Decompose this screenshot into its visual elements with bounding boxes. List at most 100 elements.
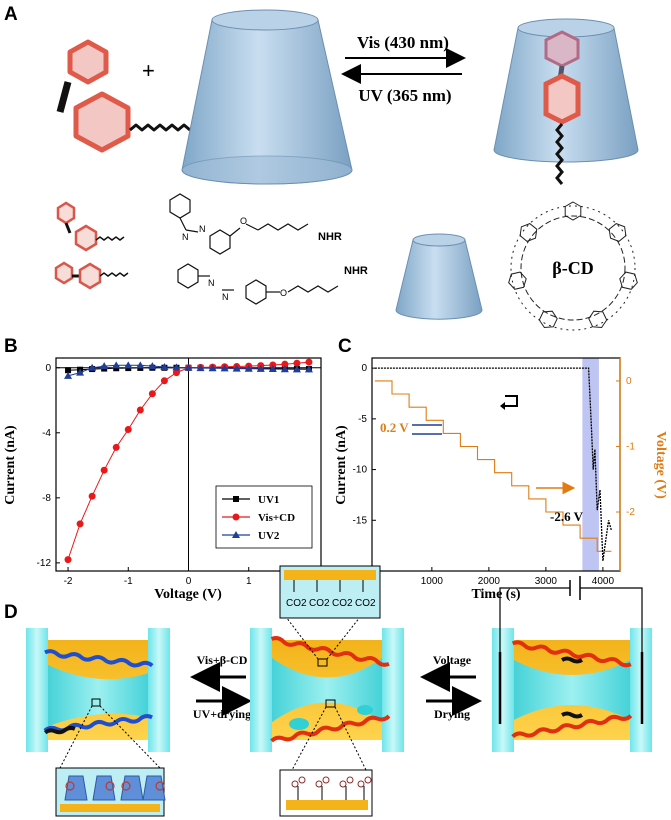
plot-c-ylabel: Current (nA) — [334, 425, 349, 505]
data-point — [172, 363, 181, 371]
inset-ring-icon — [364, 776, 372, 784]
inset-ring-icon — [298, 776, 306, 784]
x-tick-label: 2000 — [478, 576, 501, 587]
data-point — [124, 361, 133, 369]
y2-tick-label: -1 — [626, 441, 635, 452]
data-point — [172, 369, 180, 377]
plus-sign: + — [142, 58, 155, 83]
data-point — [100, 466, 108, 474]
y2-tick-label: 0 — [626, 376, 632, 387]
y2-tick-label: -2 — [626, 507, 635, 518]
azo-n-label-2: N — [199, 224, 206, 234]
co2-label: CO2 — [332, 598, 353, 609]
data-point — [100, 362, 109, 370]
data-point — [293, 359, 301, 367]
plot-b-xlabel: Voltage (V) — [154, 587, 222, 602]
arrow-1-bottom-label: UV+drying — [193, 707, 251, 721]
nanochannel-2: CO2 CO2 CO2 CO2 — [250, 565, 404, 817]
data-point — [304, 365, 313, 373]
data-point — [112, 361, 121, 369]
data-point — [160, 362, 169, 370]
inclusion-complex-icon — [493, 18, 639, 185]
beta-cyclodextrin-structure — [508, 201, 638, 331]
cyclodextrin-cone-icon — [181, 9, 353, 185]
plot-c-y2label: Voltage (V) — [653, 431, 668, 499]
azo-compound-structure-2 — [177, 263, 339, 305]
panel-c: C 010002000300040000-5-10-15-200-1-2 Tim… — [334, 336, 668, 602]
step-annotation: 0.2 V — [380, 420, 409, 435]
data-point — [292, 365, 301, 373]
x-tick-label: 4000 — [592, 576, 615, 587]
y-tick-label: 0 — [45, 363, 51, 374]
nhr-label-2: NHR — [344, 265, 368, 277]
data-point — [281, 360, 289, 368]
data-point — [88, 363, 97, 371]
data-point — [305, 358, 313, 366]
glucose-unit — [608, 223, 627, 242]
inset-cone-icon — [64, 775, 88, 801]
data-point — [160, 377, 168, 385]
co2-labels: CO2 CO2 CO2 CO2 — [286, 580, 376, 609]
data-point — [268, 365, 277, 373]
data-point — [136, 361, 145, 369]
panel-d: D Vis+β-CD UV+drying — [4, 565, 652, 817]
guest-molecule-icon — [155, 781, 165, 791]
inset-ring-icon — [357, 780, 365, 788]
forward-arrow-label: Vis (430 nm) — [357, 33, 449, 52]
glucose-unit — [538, 310, 558, 329]
current-series-line — [374, 367, 613, 561]
inset-ring-icon — [315, 780, 323, 788]
data-point — [244, 364, 253, 372]
small-cyclodextrin-cone-icon — [395, 233, 483, 320]
data-point — [208, 364, 217, 372]
y-tick-label: 0 — [361, 363, 367, 374]
data-point — [148, 362, 157, 370]
data-point — [112, 443, 120, 451]
co2-label: CO2 — [286, 598, 307, 609]
glucose-unit — [508, 271, 527, 290]
cis-azobenzene-icon — [54, 261, 129, 290]
azobenzene-molecule-icon — [56, 39, 191, 153]
data-point — [220, 364, 229, 372]
data-point — [88, 492, 96, 500]
data-point — [232, 364, 241, 372]
glucose-unit — [619, 271, 638, 290]
data-point — [256, 364, 265, 372]
data-point — [65, 367, 72, 374]
x-tick-label: 1 — [246, 576, 252, 587]
azo-compound-structure-1 — [169, 193, 309, 255]
legend-marker — [233, 496, 239, 502]
guest-molecule-icon — [65, 781, 75, 791]
turn-arrow-icon — [505, 395, 518, 407]
glucose-unit — [564, 201, 582, 221]
panel-letter-c: C — [338, 336, 352, 357]
inset-ring-icon — [291, 780, 299, 788]
data-point — [64, 371, 73, 379]
data-point — [124, 426, 132, 434]
inset-ring-icon — [346, 776, 354, 784]
trans-azobenzene-icon — [56, 201, 125, 252]
nanochannel-1 — [26, 628, 170, 817]
inset-ring-icon — [322, 776, 330, 784]
arrow-2-top-label: Voltage — [433, 653, 472, 667]
ether-o-label-2: O — [280, 288, 287, 298]
azo-n-label-1: N — [182, 232, 189, 242]
data-point — [184, 363, 193, 371]
legend-label: UV2 — [258, 530, 280, 542]
legend-label: Vis+CD — [258, 512, 295, 524]
final-voltage-annotation: -2.6 V — [550, 509, 584, 524]
arrow-1-top-label: Vis+β-CD — [197, 653, 248, 667]
data-point — [76, 368, 85, 376]
y-tick-label: -4 — [42, 428, 51, 439]
panel-letter-a: A — [4, 4, 18, 25]
x-tick-label: 0 — [186, 576, 192, 587]
inset-cone-icon — [92, 775, 116, 801]
y-tick-label: -15 — [353, 515, 368, 526]
y-tick-label: -8 — [42, 493, 51, 504]
azo-n-label-4: N — [222, 292, 229, 302]
turn-arrow-head-icon — [500, 402, 505, 410]
panel-letter-d: D — [4, 602, 18, 623]
glucose-unit — [588, 310, 608, 329]
data-point — [136, 406, 144, 414]
inset-cone-icon — [120, 775, 144, 801]
